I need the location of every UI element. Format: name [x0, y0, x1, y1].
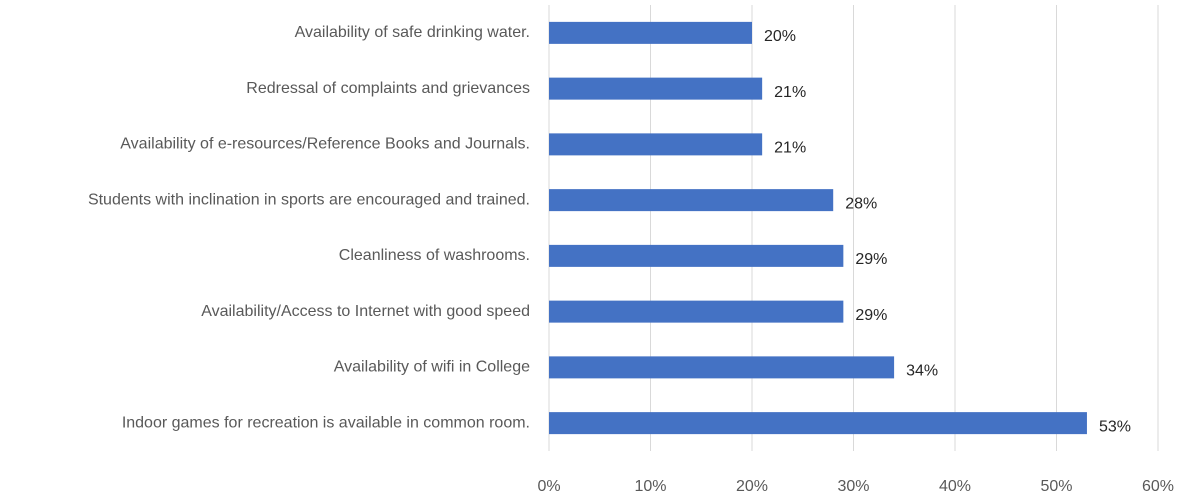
x-tick-label: 30% — [837, 478, 869, 495]
x-tick-label: 20% — [736, 478, 768, 495]
bar — [549, 412, 1087, 435]
data-label: 29% — [855, 307, 887, 324]
bar — [549, 133, 763, 156]
bar — [549, 21, 752, 44]
bar — [549, 77, 763, 100]
data-label: 28% — [845, 195, 877, 212]
y-tick-label: Indoor games for recreation is available… — [122, 414, 530, 431]
y-tick-label: Availability of e-resources/Reference Bo… — [120, 136, 530, 153]
bar — [549, 356, 895, 379]
y-tick-label: Availability of safe drinking water. — [295, 24, 530, 41]
data-label: 21% — [774, 84, 806, 101]
y-tick-label: Students with inclination in sports are … — [88, 191, 530, 208]
y-tick-label: Availability of wifi in College — [334, 359, 530, 376]
y-tick-label: Availability/Access to Internet with goo… — [201, 303, 530, 320]
data-label: 29% — [855, 251, 887, 268]
x-tick-label: 60% — [1142, 478, 1174, 495]
y-tick-label: Redressal of complaints and grievances — [246, 80, 530, 97]
y-tick-label: Cleanliness of washrooms. — [339, 247, 530, 264]
x-tick-label: 40% — [939, 478, 971, 495]
x-tick-label: 10% — [634, 478, 666, 495]
x-tick-label: 0% — [537, 478, 560, 495]
x-tick-label: 50% — [1040, 478, 1072, 495]
data-label: 21% — [774, 140, 806, 157]
data-label: 34% — [906, 363, 938, 380]
data-label: 53% — [1099, 418, 1131, 435]
bar — [549, 244, 844, 267]
bar — [549, 300, 844, 323]
data-label: 20% — [764, 28, 796, 45]
bar — [549, 189, 834, 212]
